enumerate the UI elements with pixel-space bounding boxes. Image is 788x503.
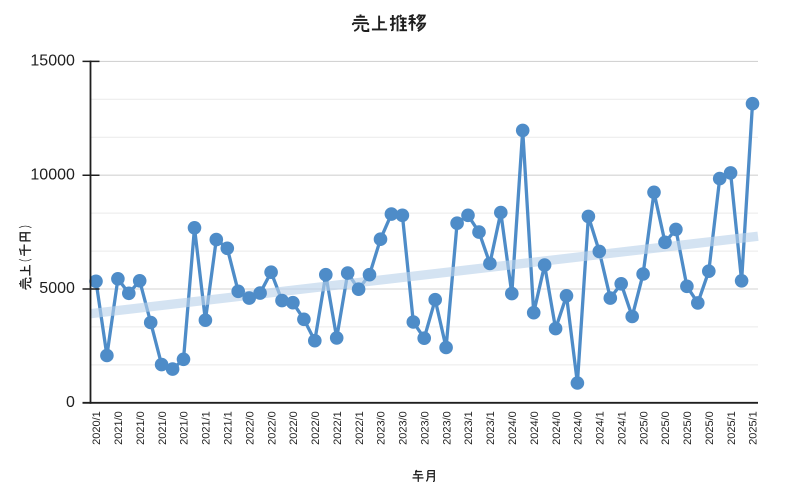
svg-text:2022/0: 2022/0 [288, 411, 300, 445]
svg-text:5000: 5000 [39, 280, 75, 297]
svg-text:10000: 10000 [30, 166, 75, 183]
svg-text:15000: 15000 [30, 53, 75, 70]
svg-text:2024/1: 2024/1 [595, 411, 607, 445]
svg-text:2025/0: 2025/0 [638, 411, 650, 445]
svg-text:2024/1: 2024/1 [616, 411, 628, 445]
svg-text:2022/1: 2022/1 [354, 411, 366, 445]
svg-text:2024/0: 2024/0 [551, 411, 563, 445]
svg-text:2021/0: 2021/0 [135, 411, 147, 445]
svg-text:2024/0: 2024/0 [573, 411, 585, 445]
svg-text:2025/1: 2025/1 [748, 411, 760, 445]
svg-text:2020/1: 2020/1 [91, 411, 103, 445]
svg-text:2022/1: 2022/1 [332, 411, 344, 445]
svg-text:2025/0: 2025/0 [682, 411, 694, 445]
svg-text:0: 0 [66, 394, 75, 411]
svg-text:2023/1: 2023/1 [463, 411, 475, 445]
svg-text:2023/0: 2023/0 [441, 411, 453, 445]
svg-text:2021/1: 2021/1 [201, 411, 213, 445]
svg-text:2023/0: 2023/0 [419, 411, 431, 445]
svg-text:2022/0: 2022/0 [244, 411, 256, 445]
svg-text:2025/0: 2025/0 [704, 411, 716, 445]
svg-text:2023/1: 2023/1 [485, 411, 497, 445]
svg-text:2025/1: 2025/1 [726, 411, 738, 445]
svg-text:2021/0: 2021/0 [179, 411, 191, 445]
svg-text:2024/0: 2024/0 [507, 411, 519, 445]
svg-text:2023/0: 2023/0 [398, 411, 410, 445]
svg-text:2025/0: 2025/0 [660, 411, 672, 445]
svg-text:2024/0: 2024/0 [529, 411, 541, 445]
svg-text:2021/0: 2021/0 [113, 411, 125, 445]
svg-text:2021/1: 2021/1 [223, 411, 235, 445]
svg-text:2021/0: 2021/0 [157, 411, 169, 445]
svg-text:2023/0: 2023/0 [376, 411, 388, 445]
svg-text:2022/0: 2022/0 [266, 411, 278, 445]
svg-text:2022/0: 2022/0 [310, 411, 322, 445]
